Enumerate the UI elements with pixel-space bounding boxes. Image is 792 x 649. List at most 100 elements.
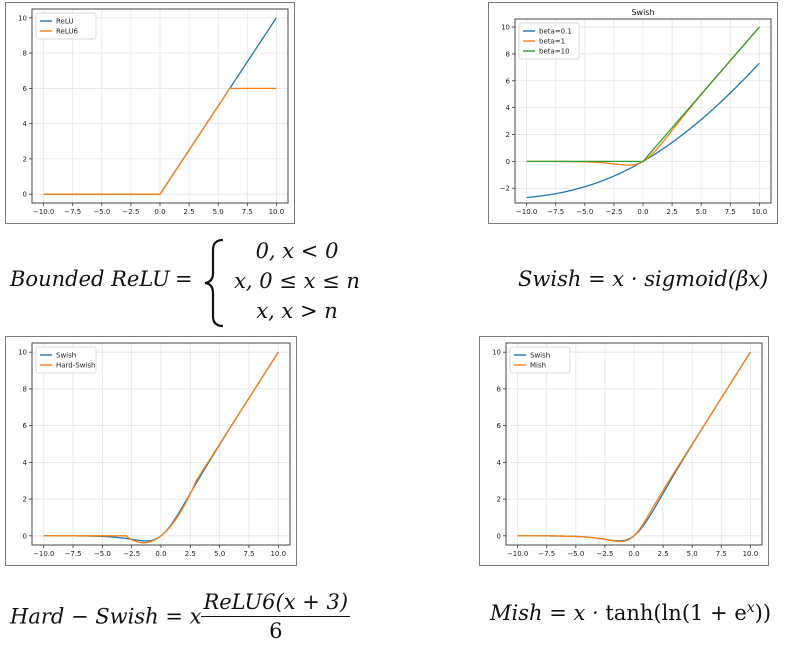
x-tick-label: −10.0	[516, 208, 537, 216]
chart-title: Swish	[631, 8, 654, 17]
legend-label-beta-10: beta=10	[539, 48, 570, 56]
x-tick-label: 5.0	[214, 550, 225, 558]
y-tick-label: 2	[506, 131, 510, 139]
y-tick-label: 2	[23, 496, 27, 504]
bounded-relu-eq: =	[175, 267, 193, 291]
x-tick-label: 7.5	[725, 208, 736, 216]
legend-label-relu6: ReLU6	[56, 28, 79, 36]
y-tick-label: 6	[506, 77, 511, 85]
hard-swish-fraction: ReLU6(x + 3) 6	[201, 588, 351, 645]
x-tick-label: 2.5	[184, 208, 195, 216]
y-tick-label: 10	[501, 24, 510, 32]
y-tick-label: 0	[23, 191, 27, 199]
hard-swish-chart: −10.0 −7.5 −5.0 −2.5 0.0 2.5 5.0 7.5 10.0 0 2 4 6 8 10…	[5, 336, 297, 566]
y-tick-label: 6	[23, 422, 28, 430]
x-tick-label: 10.0	[269, 208, 285, 216]
legend-box	[35, 346, 97, 374]
x-tick-label: −5.0	[576, 208, 593, 216]
swish-chart: −10.0 −7.5 −5.0 −2.5 0.0 2.5 5.0 7.5 10.0 −2 0 2 4 6 8…	[488, 2, 778, 224]
x-tick-label: −7.5	[538, 550, 555, 558]
hard-swish-lhs: Hard − Swish = x	[10, 604, 202, 629]
mish-formula: Mish = x · tanh(ln(1 + ex))	[490, 600, 771, 625]
y-tick-label: 8	[506, 50, 510, 58]
x-tick-label: −2.5	[122, 208, 139, 216]
x-tick-label: 2.5	[658, 550, 669, 558]
y-tick-label: 8	[497, 385, 501, 393]
x-tick-label: 7.5	[242, 208, 253, 216]
mish-rhs: tanh(ln(1 + e	[605, 601, 747, 625]
y-tick-label: 0	[497, 532, 501, 540]
series-line-relu6	[43, 87, 277, 195]
mish-close: ))	[754, 601, 772, 625]
legend-label-beta-1: beta=1	[539, 38, 565, 46]
x-tick-label: 0.0	[637, 208, 648, 216]
y-tick-label: 0	[23, 532, 27, 540]
y-tick-label: 4	[23, 459, 28, 467]
x-tick-label: −10.0	[33, 550, 54, 558]
hard-swish-formula: Hard − Swish = x ReLU6(x + 3) 6	[10, 588, 351, 645]
x-tick-label: −5.0	[93, 208, 110, 216]
y-tick-label: 2	[497, 496, 501, 504]
x-tick-label: −7.5	[547, 208, 564, 216]
x-tick-label: 0.0	[154, 208, 165, 216]
swish-formula: Swish = x · sigmoid(βx)	[518, 267, 768, 291]
x-tick-label: −2.5	[123, 550, 140, 558]
hard-swish-numerator: ReLU6(x + 3)	[201, 588, 351, 617]
bounded-relu-lhs: Bounded ReLU	[10, 267, 170, 291]
series-line-beta-10	[526, 26, 760, 163]
x-tick-label: 5.0	[213, 208, 224, 216]
x-tick-label: 7.5	[716, 550, 727, 558]
x-tick-label: −5.0	[94, 550, 111, 558]
mish-chart: −10.0 −7.5 −5.0 −2.5 0.0 2.5 5.0 7.5 10.0 0 2 4 6 8 10…	[479, 336, 769, 566]
x-tick-label: 10.0	[752, 208, 768, 216]
x-tick-label: 2.5	[185, 550, 196, 558]
legend-label-relu: ReLU	[56, 18, 74, 26]
y-tick-label: 0	[506, 158, 510, 166]
bounded-relu-case-2: x, 0 ≤ x ≤ n	[234, 269, 360, 293]
bounded-relu-case-1: 0, x < 0	[255, 239, 339, 263]
y-tick-label: 2	[23, 155, 27, 163]
y-tick-label: −2	[500, 185, 510, 193]
chart-svg: −10.0 −7.5 −5.0 −2.5 0.0 2.5 5.0 7.5 10.0 0 2 4 6 8 10…	[18, 342, 291, 558]
x-tick-label: −10.0	[33, 208, 54, 216]
y-tick-label: 8	[23, 385, 27, 393]
x-tick-label: −7.5	[64, 208, 81, 216]
swish-rhs: = x · sigmoid(βx)	[588, 267, 769, 291]
hard-swish-denominator: 6	[269, 619, 283, 643]
legend-box	[35, 12, 97, 40]
mish-lhs: Mish	[490, 601, 543, 625]
legend-label-hard-swish: Hard-Swish	[56, 362, 95, 370]
series-line-hard-swish	[43, 351, 279, 544]
x-tick-label: 5.0	[687, 550, 698, 558]
y-tick-label: 6	[23, 85, 28, 93]
x-tick-label: −5.0	[567, 550, 584, 558]
y-tick-label: 4	[506, 104, 511, 112]
y-tick-label: 4	[23, 120, 28, 128]
y-tick-label: 10	[18, 14, 27, 22]
legend-box	[518, 22, 580, 60]
legend-box	[509, 346, 571, 374]
y-tick-label: 10	[492, 349, 501, 357]
chart-svg: −10.0 −7.5 −5.0 −2.5 0.0 2.5 5.0 7.5 10.0 0 2 4 6 8 10…	[492, 342, 763, 558]
legend-label-swish: Swish	[56, 352, 76, 360]
y-tick-label: 4	[497, 459, 502, 467]
legend-label-beta-0-1: beta=0.1	[539, 28, 572, 36]
x-tick-label: 2.5	[667, 208, 678, 216]
bounded-relu-case-3: x, x > n	[256, 299, 338, 323]
x-tick-label: 0.0	[628, 550, 639, 558]
mish-exponent: x	[746, 600, 755, 616]
x-tick-label: 0.0	[155, 550, 166, 558]
legend-label-mish: Mish	[530, 362, 546, 370]
chart-svg: −10.0 −7.5 −5.0 −2.5 0.0 2.5 5.0 7.5 10.0 0 2 4 6 8 10…	[18, 8, 289, 216]
relu-chart: −10.0 −7.5 −5.0 −2.5 0.0 2.5 5.0 7.5 10.0 0 2 4 6 8 10…	[5, 2, 295, 224]
y-tick-label: 6	[497, 422, 502, 430]
curly-brace-icon	[204, 238, 224, 328]
swish-lhs: Swish	[518, 267, 582, 291]
x-tick-label: −2.5	[596, 550, 613, 558]
chart-svg: −10.0 −7.5 −5.0 −2.5 0.0 2.5 5.0 7.5 10.0 −2 0 2 4 6 8…	[500, 8, 772, 216]
x-tick-label: 7.5	[243, 550, 254, 558]
y-tick-label: 10	[18, 349, 27, 357]
x-tick-label: 10.0	[270, 550, 286, 558]
series-line-mish	[517, 351, 751, 543]
mish-eq: = x ·	[549, 601, 599, 625]
